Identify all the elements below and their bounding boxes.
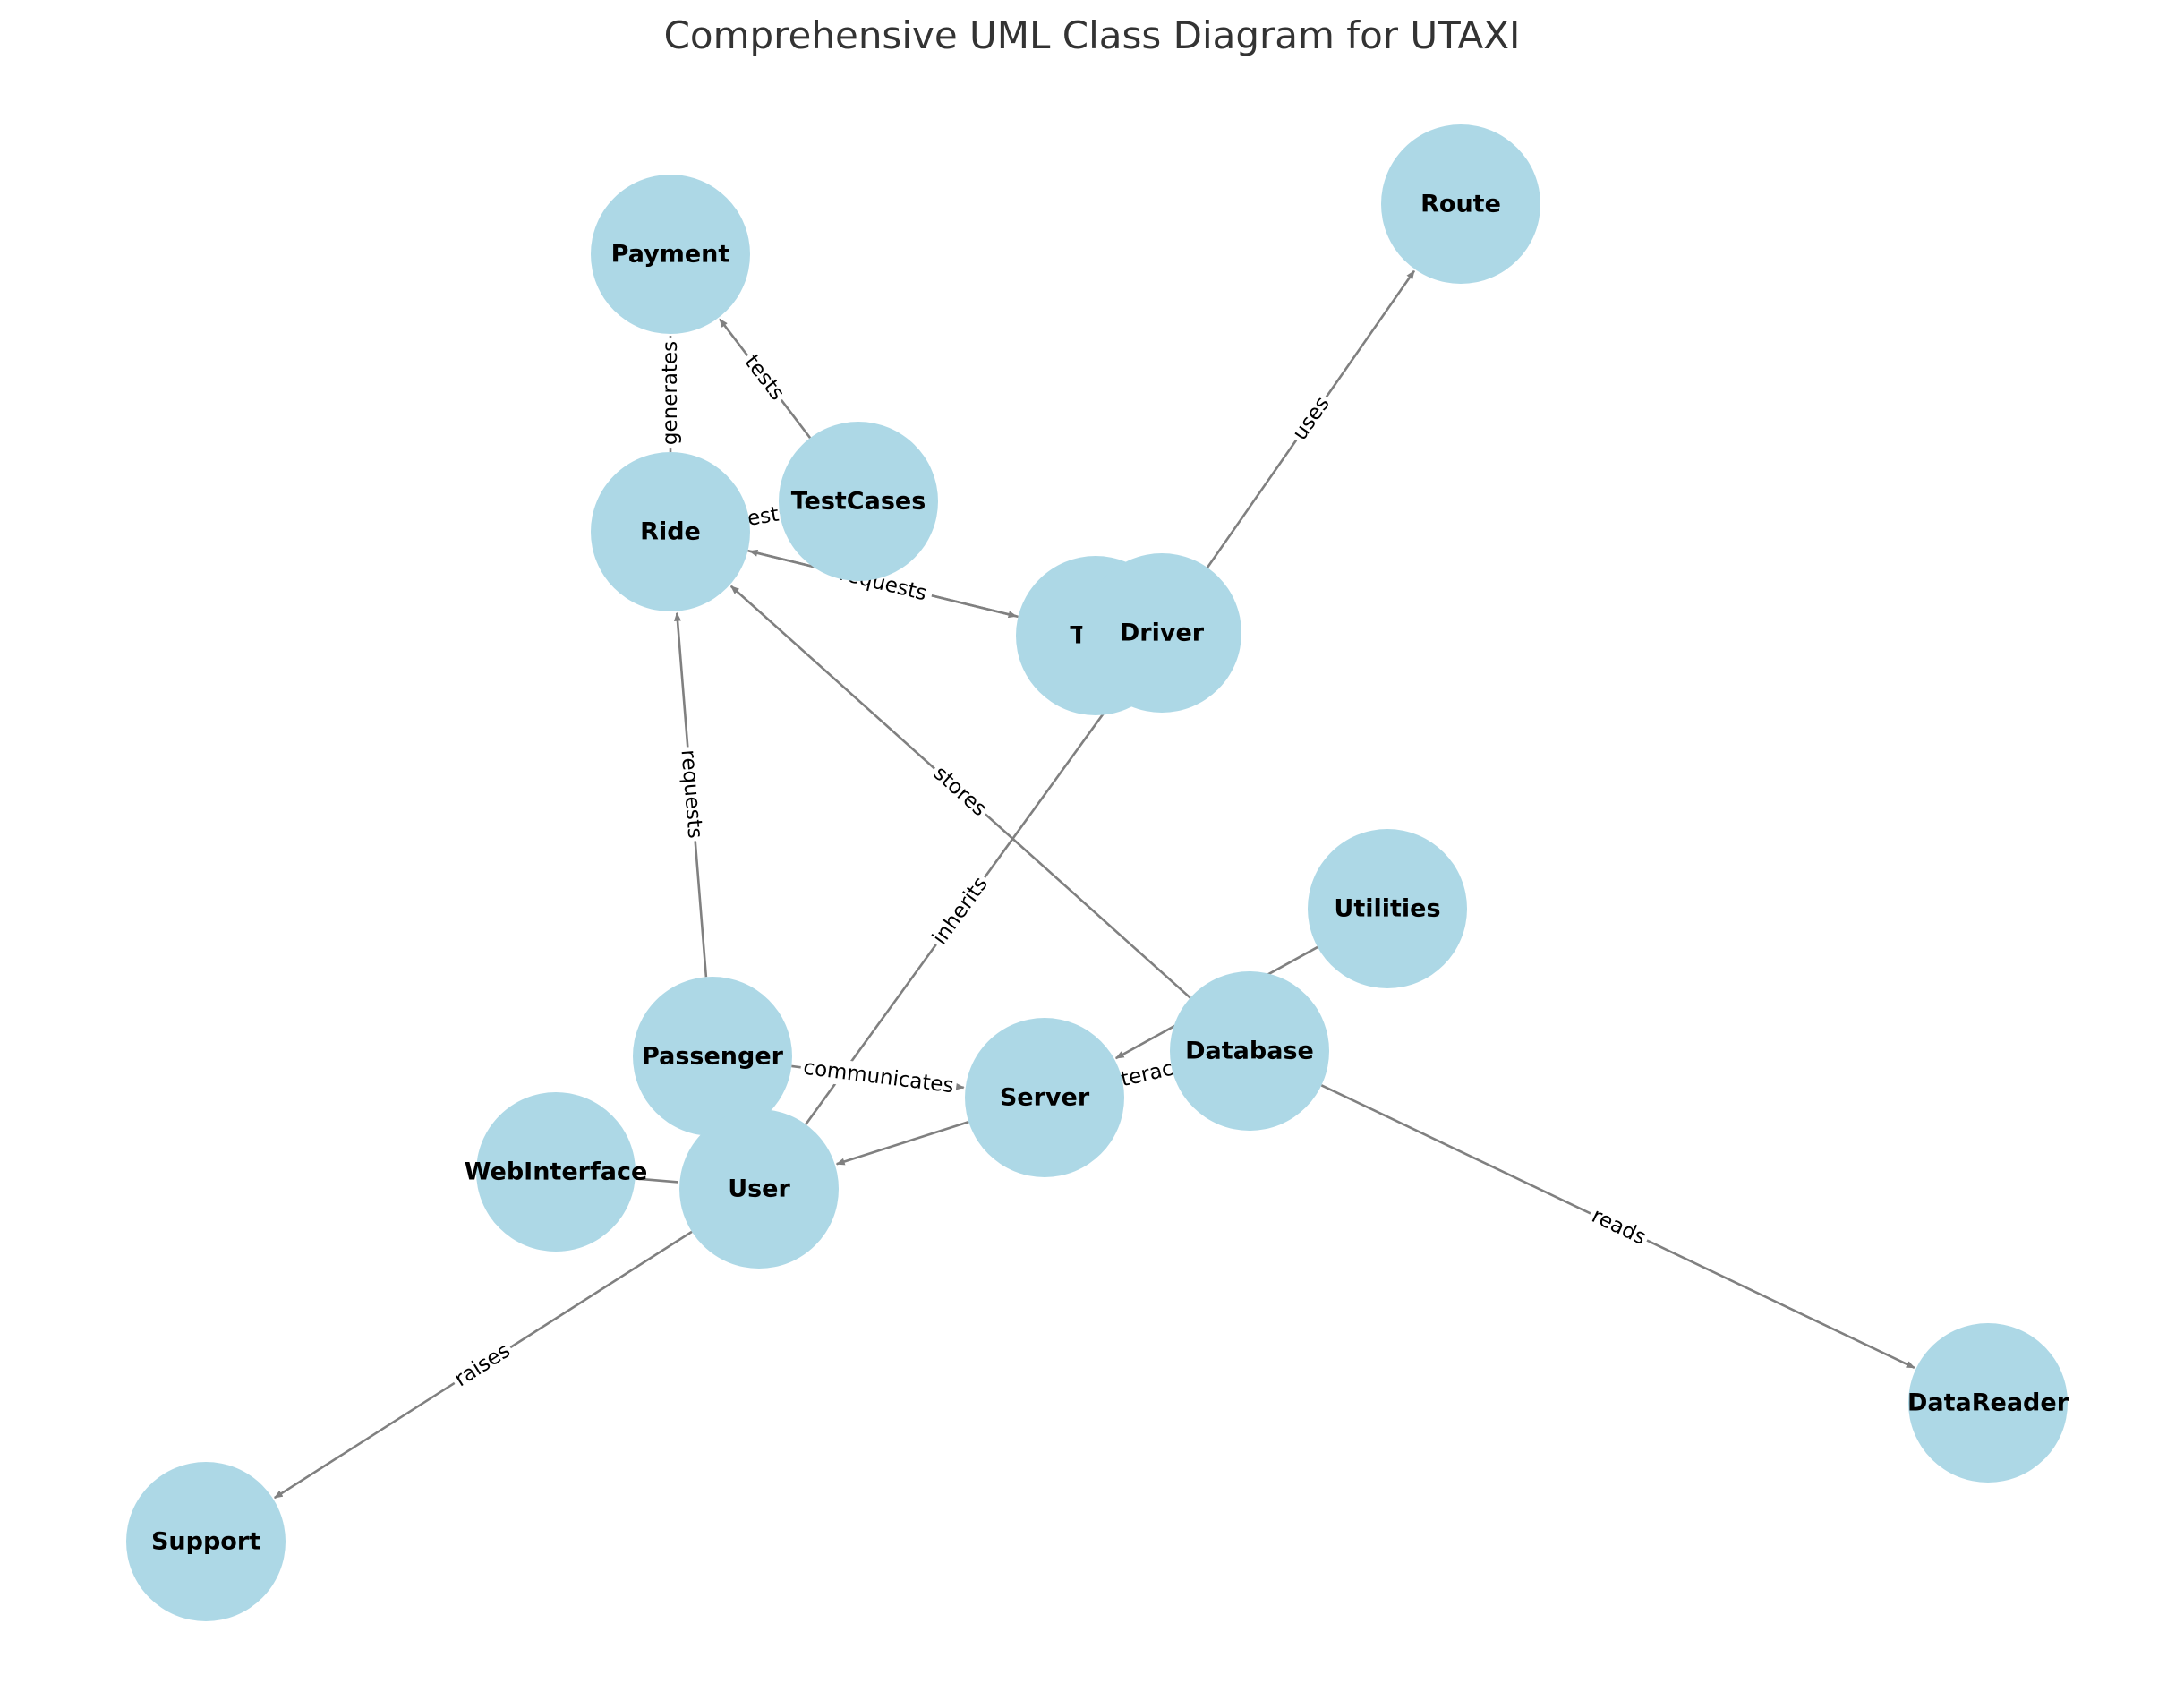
class-node-database: Database [1170, 971, 1329, 1131]
class-node-label: Support [151, 1528, 260, 1556]
class-node-label: Passenger [642, 1043, 784, 1071]
edge-label-group: tests [738, 347, 791, 408]
edge-label-background [738, 347, 791, 408]
class-node-circle [1170, 971, 1329, 1131]
edges-layer [273, 269, 1915, 1500]
diagram-title: Comprehensive UML Class Diagram for UTAX… [664, 13, 1521, 57]
class-node-server: Server [965, 1018, 1124, 1177]
class-node-label: Payment [611, 241, 730, 269]
class-node-ride: Ride [591, 452, 750, 611]
class-node-circle [633, 977, 792, 1136]
edge-label-group: stores [926, 759, 994, 824]
class-node-label: WebInterface [465, 1158, 648, 1186]
class-node-circle [679, 1109, 839, 1269]
class-node-driver: Driver [1082, 553, 1241, 713]
edge-label-background [658, 338, 683, 449]
class-node-circle [1308, 829, 1467, 988]
edge-label-group: communicates [798, 1055, 959, 1099]
edge-label-group: reads [1584, 1201, 1653, 1252]
class-node-label: User [728, 1175, 790, 1203]
edge-label-background [1285, 389, 1337, 448]
edge-label-background [926, 759, 994, 824]
edge-label-background [798, 1055, 959, 1099]
class-node-label: DataReader [1907, 1389, 2069, 1417]
class-node-circle [591, 175, 750, 334]
class-node-support: Support [126, 1462, 286, 1621]
edge-label-background [1584, 1201, 1653, 1252]
class-node-circle [591, 452, 750, 611]
class-node-circle [476, 1092, 636, 1252]
edge-label: communicates [802, 1056, 955, 1098]
edge-label: requests [677, 748, 707, 839]
edge-label: stores [929, 762, 992, 821]
edge-label-background [926, 869, 995, 953]
class-node-label: Driver [1120, 620, 1205, 647]
edge-label-background [448, 1337, 517, 1394]
class-node-label: Route [1420, 191, 1501, 218]
class-node-user: User [679, 1109, 839, 1269]
edge-label-group: raises [448, 1337, 517, 1394]
edge-label-group: requests [675, 746, 708, 842]
class-node-route: Route [1381, 124, 1540, 284]
class-node-circle [1381, 124, 1540, 284]
class-node-label: Server [1000, 1084, 1090, 1112]
edge-server-user [835, 1120, 969, 1166]
class-node-testcases: TestCases [779, 422, 938, 581]
class-node-label: Ride [640, 518, 701, 546]
class-node-label: TestCases [791, 488, 926, 516]
edge-label-group: uses [1285, 389, 1337, 448]
class-node-payment: Payment [591, 175, 750, 334]
class-node-circle [965, 1018, 1124, 1177]
edge-label-group: generates [658, 338, 683, 449]
class-node-circle [1082, 553, 1241, 713]
edge-label-background [675, 746, 708, 842]
class-node-circle [1908, 1323, 2068, 1483]
class-node-label: Database [1185, 1038, 1314, 1065]
class-node-datareader: DataReader [1907, 1323, 2069, 1483]
class-node-circle [779, 422, 938, 581]
class-node-circle [126, 1462, 286, 1621]
class-node-passenger: Passenger [633, 977, 792, 1136]
edge-label-group: inherits [926, 869, 995, 953]
class-node-webinterface: WebInterface [465, 1092, 648, 1252]
class-node-utilities: Utilities [1308, 829, 1467, 988]
edge-label: generates [659, 341, 682, 445]
edge-label: reads [1588, 1204, 1650, 1250]
nodes-layer: PaymentRouteRideTestCasesTripDriverUtili… [126, 124, 2069, 1621]
edge-label: inherits [928, 873, 993, 949]
class-node-label: Utilities [1334, 895, 1440, 923]
edge-webinterface-user [635, 1177, 678, 1184]
